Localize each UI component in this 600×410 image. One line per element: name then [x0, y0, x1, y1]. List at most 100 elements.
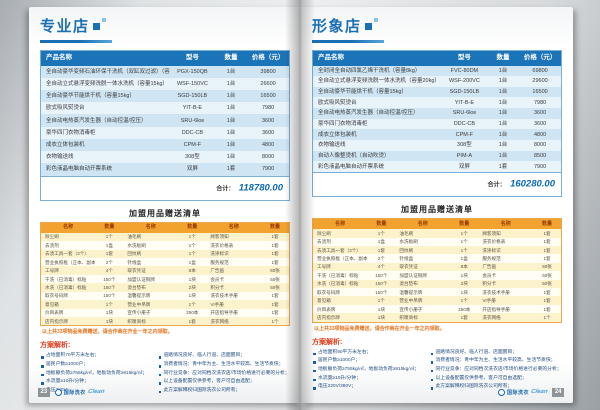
table-cell: 去渍工具一套（3个） [312, 245, 368, 255]
footer-right: 国际洗衣 Clean 24 [497, 387, 564, 397]
table-row: 除尘刷 1个 油毛刷 1个 顾客须知 1套 [312, 229, 562, 238]
table-cell: 洗涤标识 [206, 249, 262, 259]
table-cell: 豪华四门衣物消毒柜 [312, 118, 442, 130]
table-cell: 8本 [178, 266, 207, 275]
table-row: 彩色液晶电脑自动开票系统 双屏 1套 7900 [312, 161, 562, 173]
table-cell: 价目表牌 [312, 304, 368, 314]
table-cell: 1台 [214, 89, 248, 103]
brand-logo-script: Clean [530, 389, 548, 396]
table-cell: 7980 [247, 102, 290, 115]
table-cell: 2块 [450, 279, 479, 289]
table-cell: 8000 [519, 139, 562, 151]
table-cell: SGD-150LB [169, 89, 215, 103]
gift-col-qty-3: 数量 [261, 222, 290, 233]
brand-logo-icon [497, 388, 505, 396]
table-cell: 彩色液晶电脑自动开票系统 [40, 163, 170, 177]
table-cell: 积分卡 [478, 279, 534, 289]
table-row: 自动人像整烫机（自动吹烫） PIM-A 1台 8500 [312, 150, 562, 162]
table-cell: 1个 [450, 229, 479, 238]
table-row: 价目表牌 1块 宣传小册子 250本 开店指导手册 1套 [312, 304, 562, 314]
table-cell: WSF-150VC [169, 77, 215, 90]
total-label: 合计： [216, 185, 235, 192]
table-cell: 营业中吊牌 [395, 296, 451, 305]
table-cell: 全自动立式悬浮变频洗脱一体水洗机（容量20kg） [312, 76, 442, 87]
table-cell: DDC-CB [441, 118, 487, 130]
table-cell: VI手册 [206, 300, 262, 309]
analysis-bullet: 水流量≥10升/分钟； [312, 375, 430, 384]
table-row: 店内指示牌 1块 织唛商标 1套 洗衣网络 1个 [312, 313, 562, 323]
page-title: 专业店 [40, 18, 90, 35]
table-cell: 1台 [214, 126, 248, 139]
table-cell: 回纹刷 [123, 249, 179, 259]
table-cell: 成衣立体包装机 [40, 138, 170, 152]
table-cell: 1台 [214, 151, 248, 164]
table-cell: 50张 [261, 283, 290, 292]
table-row: 全自动豪华节能烘干机（容量15kg） SGD-150LB 1台 16500 [312, 86, 562, 98]
gift-col-name-1: 名称 [40, 222, 96, 233]
table-row: 彩色液晶电脑自动开票系统 双屏 1套 7900 [40, 163, 290, 177]
table-row: 取衣号码牌 150个 温馨提示牌 1块 洗衣技术手册 1套 [40, 291, 290, 301]
table-cell: 3600 [247, 126, 290, 139]
table-cell: 广告画 [206, 266, 262, 275]
table-cell: 8本 [450, 262, 479, 272]
table-cell: 服务规范 [478, 254, 534, 263]
table-cell: 1块 [367, 304, 396, 314]
analysis-bullet: 地板静负荷≥755kg/㎡，地板动负荷≥915kg/㎡； [312, 366, 430, 375]
table-cell: 顾客须知 [206, 232, 262, 242]
table-cell: 加盟认证铜牌 [123, 274, 179, 284]
table-cell: 除尘刷 [312, 229, 368, 238]
table-row: 全自动豪华节能烘干机（容量15kg） SGD-150LB 1台 16500 [40, 89, 290, 103]
table-cell: 欧式吸风熨烫台 [40, 102, 170, 115]
page-right: 形象店 产品名称 型号 数量 价格（元） 全封闭全自动四氯乙烯干洗 [301, 7, 573, 403]
table-cell: 水洗板刷 [395, 237, 451, 246]
table-cell: 1套 [450, 313, 479, 323]
analysis-site-column: 占地面积90平方米左右； 居民户数≥1000户； 地板静负荷≥755kg/㎡，地板动… [312, 349, 430, 392]
table-cell: PIM-A [441, 150, 487, 162]
table-cell: 1套 [261, 291, 290, 301]
table-row: 成衣立体包装机 CPM-F 1台 4800 [40, 138, 290, 152]
table-row: 意见箱 1个 营业中吊牌 1个 VI手册 1套 [312, 296, 562, 305]
table-row: 水洗（已消毒）标贴 150个 烫台垫布 2块 积分卡 50张 [40, 283, 290, 292]
brand-logo: 国际洗衣 Clean [54, 388, 105, 396]
table-cell: 1盒 [95, 241, 124, 250]
table-cell: 1个 [178, 241, 207, 250]
page-left: 专业店 产品名称 型号 数量 价格（元） 全自动豪华变频石油环保干 [29, 7, 301, 403]
table-cell: 1套 [533, 254, 562, 263]
analysis-section: 方案解析: 占地面积90平方米左右； 居民户数≥1000户； 地板静负荷≥755kg… [312, 337, 562, 392]
analysis-bullet: 居民户数≥1000户； [312, 357, 430, 366]
table-cell: YIT-B-E [441, 97, 487, 109]
table-cell: 308型 [169, 151, 215, 164]
analysis-bullet: 同行业竞争：应对同档次洗衣店/市场价格进行必要的分析； [158, 370, 291, 379]
table-cell: 温馨提示牌 [123, 291, 179, 301]
table-cell: WSF-200VC [441, 76, 487, 87]
table-cell: 干洗（已消毒）标贴 [40, 274, 96, 284]
page-title: 形象店 [312, 18, 362, 35]
table-cell: 3600 [519, 108, 562, 119]
table-row: 豪华四门衣物消毒柜 DDC-CB 1台 3600 [40, 126, 290, 139]
gift-col-qty-2: 数量 [178, 222, 207, 233]
col-product-name: 产品名称 [40, 50, 170, 66]
table-cell: 营业执照框（正本、副本） [312, 254, 368, 263]
table-cell: 洗衣技术手册 [206, 291, 262, 301]
table-cell: 1台 [486, 150, 520, 162]
analysis-market-column: 道路情况良好、临人行道、店面醒目； 消费者情况：青中年为主、生活水平较高、生活节奏… [158, 352, 291, 395]
equipment-table: 产品名称 型号 数量 价格（元） 全封闭全自动四氯乙烯干洗机（容量8kg） FVC… [312, 50, 562, 173]
col-product-name: 产品名称 [312, 50, 442, 66]
table-cell: 1套 [214, 163, 248, 177]
table-cell: 69800 [519, 65, 562, 77]
table-row: 全自动电热蒸汽发生器（自动控温/控压） SRU-6kw 1台 3600 [312, 108, 562, 119]
equipment-header-row: 产品名称 型号 数量 价格（元） [312, 50, 562, 66]
table-cell: 2块 [178, 283, 207, 292]
table-cell: 针线盒 [395, 254, 451, 263]
table-cell: 4个 [367, 262, 396, 272]
table-cell: 16500 [247, 89, 290, 103]
table-cell: 1台 [486, 118, 520, 130]
table-cell: 1台 [214, 114, 248, 127]
gift-table: 名称 数量 名称 数量 名称 数量 除尘刷 1个 油毛刷 1个 顾客须知 1套 去渍剂 1盒水… [312, 217, 562, 323]
table-row: 取衣号码牌 150个 温馨提示牌 1块 洗衣技术手册 1套 [312, 288, 562, 297]
table-cell: 油毛刷 [395, 229, 451, 238]
table-cell: 1块 [367, 313, 396, 323]
analysis-title: 方案解析: [40, 342, 71, 350]
table-row: 欧式吸风熨烫台 YIT-B-E 1台 7980 [40, 102, 290, 115]
